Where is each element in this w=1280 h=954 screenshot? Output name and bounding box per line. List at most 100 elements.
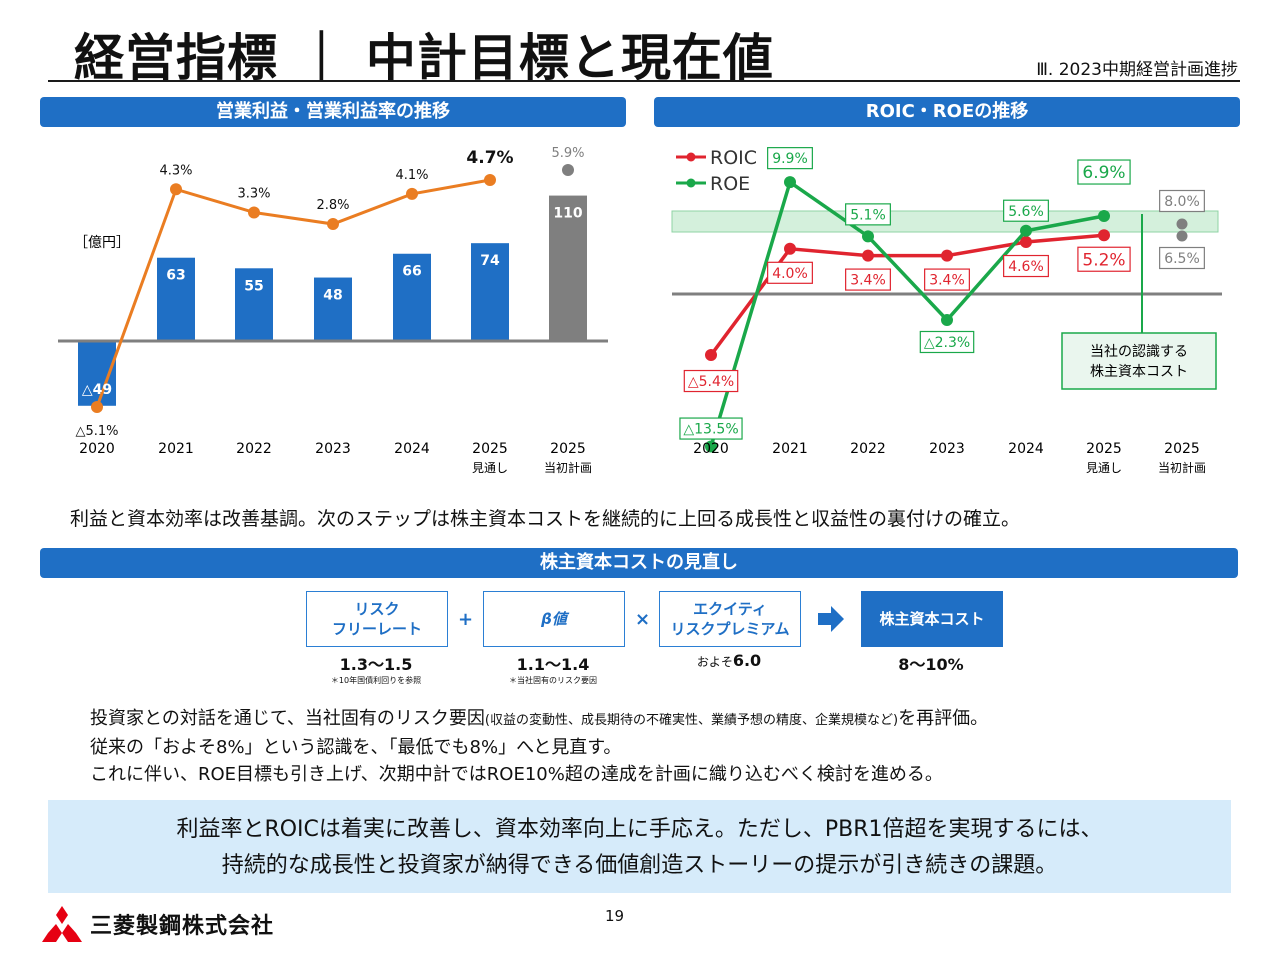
x-tick-sublabel: 当初計画: [544, 460, 592, 475]
roic-value-label-box: [1077, 246, 1131, 272]
three-diamonds-icon: [42, 906, 82, 942]
margin-point: [562, 164, 574, 176]
para-line3: これに伴い、ROE目標も引き上げ、次期中計ではROE10%超の達成を計画に織り込…: [90, 764, 943, 785]
para-line2: 従来の「およそ8%」という認識を、「最低でも8%」へと見直す。: [90, 737, 622, 758]
bar-value-label: 74: [480, 253, 500, 269]
roic-value-label-box: [767, 261, 813, 284]
x-tick-label: 2025: [550, 441, 586, 457]
roe-value-label: △13.5%: [683, 422, 738, 438]
risk-free-rate-box: リスク フリーレート: [306, 591, 448, 647]
explanation-paragraph: 投資家との対話を通じて、当社固有のリスク要因(収益の変動性、成長期待の不確実性、…: [90, 705, 988, 788]
roe-line: [709, 179, 1105, 448]
erp-value-prefix: およそ: [696, 655, 733, 669]
beta-label: β値: [541, 610, 567, 628]
roe-value-label: △2.3%: [924, 335, 970, 351]
x-tick-label: 2020: [693, 441, 729, 457]
bar-value-label: △49: [82, 382, 112, 398]
margin-label: 5.9%: [551, 146, 584, 161]
profit-bar: [157, 257, 195, 341]
roe-value-label-box: [1077, 159, 1131, 185]
x-tick-sublabel: 当初計画: [1158, 460, 1206, 475]
section-label: Ⅲ. 2023中期経営計画進捗: [1036, 60, 1238, 80]
cost-callout-line1: 当社の認識する: [1090, 344, 1188, 360]
x-tick-label: 2023: [315, 441, 351, 457]
roic-point: [941, 249, 953, 262]
erp-label1: エクイティ: [693, 600, 767, 618]
roic-value-label-box: [683, 369, 739, 393]
legend-marker: [686, 152, 696, 162]
x-tick-label: 2021: [772, 441, 808, 457]
title-divider: [48, 80, 1240, 82]
x-tick-label: 2024: [1008, 441, 1044, 457]
erp-value: およそ6.0: [659, 651, 799, 670]
risk-free-note: ＊10年国債利回りを参照: [330, 676, 422, 685]
roic-value-label: 3.4%: [850, 273, 886, 289]
coe-label: 株主資本コスト: [879, 610, 985, 628]
roic-point: [705, 349, 717, 362]
roic-roe-chart: ROIC ROE △5.4% 4.0% 3.4% 3.4% 4.6% 5.2% 6.5% △13…: [671, 147, 1222, 475]
roe-point: [1098, 210, 1110, 223]
x-tick-label: 2025: [472, 441, 508, 457]
bar-value-label: 63: [166, 268, 185, 284]
cost-review-heading: 株主資本コストの見直し: [40, 548, 1238, 578]
x-tick-label: 2021: [158, 441, 194, 457]
margin-line: [95, 178, 491, 408]
x-tick-sublabel: 見通し: [1086, 461, 1122, 475]
operating-profit-heading: 営業利益・営業利益率の推移: [40, 97, 626, 127]
margin-point: [170, 183, 182, 196]
coe-value: 8～10%: [898, 655, 964, 674]
roe-point: [705, 440, 717, 453]
x-tick-label: 2020: [79, 441, 115, 457]
legend-label: ROIC: [710, 147, 757, 169]
conclusion-line1: 利益率とROICは着実に改善し、資本効率向上に手応え。ただし、PBR1倍超を実現…: [176, 817, 1103, 842]
para-line1b: (収益の変動性、成長期待の不確実性、業績予想の精度、企業規模など): [484, 713, 899, 728]
margin-label: 4.3%: [159, 163, 192, 178]
x-tick-label: 2024: [394, 441, 430, 457]
summary-text: 利益と資本効率は改善基調。次のステップは株主資本コストを継続的に上回る成長性と収…: [70, 508, 1021, 530]
roe-value-label-box: [1003, 199, 1049, 222]
erp-label2: リスクプレミアム: [670, 620, 790, 638]
cost-callout-line2: 株主資本コスト: [1090, 364, 1188, 380]
x-tick-label: 2025: [1086, 441, 1122, 457]
cost-of-equity-box: 株主資本コスト: [861, 591, 1003, 647]
margin-point: [484, 174, 496, 187]
legend-label: ROE: [710, 173, 750, 195]
margin-point: [406, 187, 418, 200]
roic-plan-point: [1176, 230, 1188, 242]
roe-point: [1020, 224, 1032, 237]
roe-value-label-box: [767, 147, 813, 170]
page-number: 19: [605, 907, 625, 925]
company-logo: 三菱製鋼株式会社: [40, 906, 274, 942]
roe-value-label: 6.9%: [1082, 163, 1125, 183]
operating-profit-chart: ［億円］ △49 63 55 48 66 74 110 △5.1% 4.3% 3.3% 2.8% 4.…: [58, 146, 608, 475]
beta-value: 1.1～1.4: [516, 655, 590, 674]
unit-label: ［億円］: [74, 235, 130, 251]
multiply-operator: ×: [635, 609, 651, 630]
cost-band: [671, 210, 1219, 233]
profit-bar: [235, 268, 273, 341]
margin-point: [91, 401, 103, 413]
roe-point: [784, 176, 796, 189]
x-tick-label: 2025: [1164, 441, 1200, 457]
margin-label: 4.7%: [466, 148, 513, 168]
roe-point: [941, 313, 953, 326]
x-tick-label: 2022: [850, 441, 886, 457]
roic-point: [784, 242, 796, 255]
bar-value-label: 66: [402, 264, 421, 280]
roe-plan-label: 8.0%: [1164, 194, 1200, 210]
roic-plan-label-box: [1159, 246, 1205, 270]
roic-plan-label: 6.5%: [1164, 251, 1200, 267]
margin-point: [248, 206, 260, 219]
roic-value-label: 4.6%: [1008, 259, 1044, 275]
roic-value-label-box: [845, 268, 891, 291]
cost-callout-box: [1061, 332, 1217, 390]
plan-bar: [549, 195, 587, 341]
roe-value-label-box: [919, 330, 975, 354]
bar-value-label: 48: [323, 288, 342, 304]
roic-value-label-box: [1003, 254, 1049, 278]
x-tick-label: 2023: [929, 441, 965, 457]
roic-roe-heading: ROIC・ROEの推移: [654, 97, 1240, 127]
erp-value-number: 6.0: [732, 651, 762, 670]
roe-plan-point: [1176, 218, 1188, 230]
roic-point: [862, 249, 874, 262]
